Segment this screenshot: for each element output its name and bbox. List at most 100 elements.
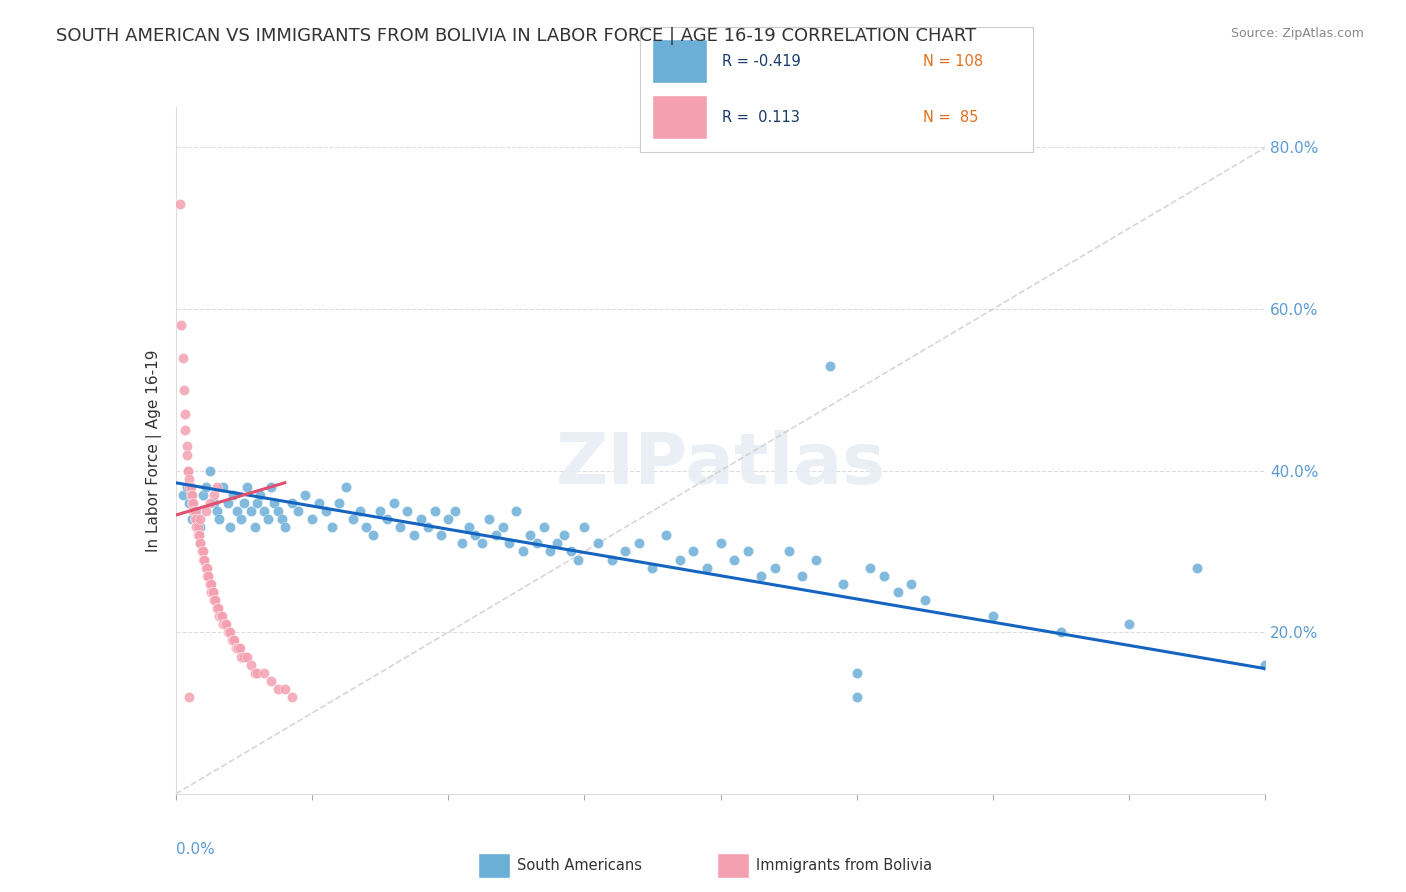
Point (186, 512, 208, 526)
Point (222, 633, 245, 648)
Point (197, 568, 219, 582)
Point (195, 560, 218, 574)
Point (186, 520, 209, 534)
Point (177, 464, 200, 478)
Point (246, 496, 269, 510)
Point (202, 488, 225, 502)
Point (416, 520, 439, 534)
Point (186, 504, 208, 518)
Point (249, 488, 271, 502)
Point (457, 520, 479, 534)
Point (169, 197, 191, 211)
Text: N =  85: N = 85 (924, 111, 979, 126)
Point (274, 520, 297, 534)
Point (1187, 560, 1209, 574)
Point (246, 665, 269, 680)
Point (498, 536, 520, 550)
Point (229, 641, 252, 656)
Point (243, 665, 266, 680)
Point (179, 496, 201, 510)
Bar (651, 39, 707, 83)
Point (205, 601, 228, 615)
Point (778, 544, 800, 558)
Point (217, 625, 239, 640)
Point (280, 690, 302, 704)
Point (492, 520, 515, 534)
Point (173, 383, 195, 397)
Bar (651, 95, 707, 139)
Text: ZIPatlas: ZIPatlas (555, 430, 886, 499)
Point (423, 504, 446, 518)
Point (170, 318, 193, 333)
Point (723, 552, 745, 566)
Point (217, 496, 239, 510)
Text: R = -0.419: R = -0.419 (723, 54, 801, 70)
Point (190, 544, 212, 558)
Point (205, 504, 228, 518)
Point (231, 649, 253, 664)
Point (174, 407, 197, 421)
Point (179, 480, 201, 494)
Point (219, 625, 242, 640)
Point (191, 488, 214, 502)
Point (668, 552, 690, 566)
Point (818, 359, 841, 373)
Point (202, 593, 225, 607)
Point (235, 649, 257, 664)
Point (232, 649, 254, 664)
Point (280, 496, 302, 510)
Point (184, 512, 207, 526)
Point (763, 560, 786, 574)
Y-axis label: In Labor Force | Age 16-19: In Labor Force | Age 16-19 (146, 349, 162, 552)
Point (368, 504, 391, 518)
Point (260, 673, 283, 688)
Point (873, 568, 896, 582)
Point (194, 560, 217, 574)
Point (886, 585, 908, 599)
Point (184, 504, 207, 518)
Text: Immigrants from Bolivia: Immigrants from Bolivia (756, 858, 932, 872)
Point (202, 496, 225, 510)
Point (464, 528, 486, 542)
Point (655, 528, 678, 542)
Point (586, 536, 609, 550)
Point (205, 480, 228, 494)
Point (179, 690, 201, 704)
Point (389, 520, 412, 534)
Point (404, 528, 426, 542)
Point (211, 609, 233, 624)
Point (239, 504, 262, 518)
Point (188, 536, 211, 550)
Text: N = 108: N = 108 (924, 54, 983, 70)
Point (219, 520, 242, 534)
Point (200, 585, 222, 599)
Point (218, 625, 240, 640)
Point (198, 576, 221, 591)
Point (538, 544, 561, 558)
Point (375, 512, 398, 526)
Point (315, 504, 337, 518)
Bar (478, 853, 509, 878)
Point (207, 601, 229, 615)
Point (181, 496, 204, 510)
Point (221, 633, 243, 648)
Point (1254, 657, 1277, 672)
Point (832, 576, 855, 591)
Point (737, 544, 759, 558)
Point (430, 528, 453, 542)
Point (209, 609, 232, 624)
Point (253, 665, 276, 680)
Point (214, 617, 236, 632)
Point (176, 448, 198, 462)
Point (900, 576, 922, 591)
Point (231, 649, 253, 664)
Point (267, 681, 290, 696)
Point (546, 536, 568, 550)
Point (342, 512, 364, 526)
Point (204, 593, 226, 607)
Point (222, 488, 245, 502)
Point (225, 641, 247, 656)
Point (751, 568, 773, 582)
Text: South Americans: South Americans (517, 858, 641, 872)
Text: 0.0%: 0.0% (176, 842, 215, 857)
